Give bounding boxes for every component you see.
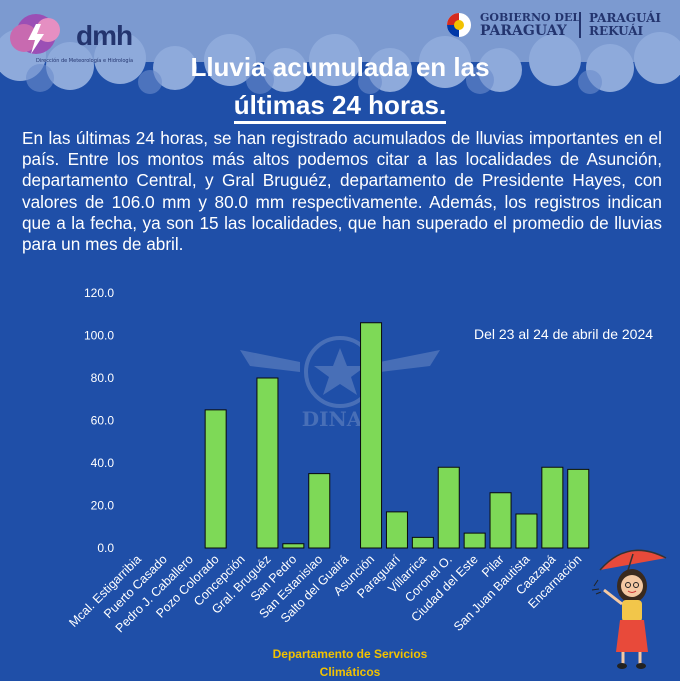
bar-3 — [204, 409, 227, 549]
page-title: Lluvia acumulada en las últimas 24 horas… — [120, 48, 560, 124]
y-tick-label: 60.0 — [91, 414, 115, 428]
dmh-logo: dmh Dirección de Meteorología e Hidrolog… — [6, 8, 146, 64]
bar-16 — [541, 466, 564, 549]
bar-6 — [282, 543, 305, 549]
gov-divider — [579, 12, 581, 38]
government-logo: GOBIERNO DEL PARAGUAY PARAGUÁI REKUÁI — [446, 10, 672, 40]
gov-line-1: GOBIERNO DEL — [480, 11, 581, 24]
gov-guarani-2: REKUÁI — [589, 24, 644, 38]
storm-cloud-icon — [10, 14, 60, 54]
bar-7 — [308, 473, 331, 549]
bar-9 — [360, 322, 383, 549]
department-footer: Departamento de Servicios Climáticos — [272, 647, 428, 679]
period-note: Del 23 al 24 de abril de 2024 — [474, 326, 654, 342]
brand-tagline: Dirección de Meteorología e Hidrología — [36, 58, 134, 64]
bar-12 — [437, 466, 460, 549]
bar-17 — [567, 468, 590, 549]
y-tick-label: 20.0 — [91, 499, 115, 513]
bar-15 — [515, 513, 538, 549]
flag-emblem-icon — [447, 13, 471, 37]
y-tick-label: 100.0 — [84, 329, 114, 343]
brand-name: dmh — [76, 20, 133, 51]
y-tick-label: 80.0 — [91, 371, 115, 385]
y-tick-label: 40.0 — [91, 456, 115, 470]
bar-5 — [256, 377, 279, 549]
intro-paragraph: En las últimas 24 horas, se han registra… — [22, 128, 662, 255]
bar-11 — [411, 536, 434, 549]
header-clouds — [0, 0, 680, 94]
umbrella-girl-illustration — [591, 549, 667, 669]
gov-line-2: PARAGUAY — [480, 23, 567, 39]
gov-guarani-1: PARAGUÁI — [589, 11, 662, 25]
bar-10 — [385, 511, 408, 549]
title-line-2: últimas 24 horas. — [233, 90, 447, 124]
y-tick-label: 120.0 — [84, 286, 114, 300]
y-tick-label: 0.0 — [97, 541, 114, 555]
bar-13 — [463, 532, 486, 549]
title-line-1: Lluvia acumulada en las — [190, 52, 490, 82]
bar-14 — [489, 492, 512, 549]
